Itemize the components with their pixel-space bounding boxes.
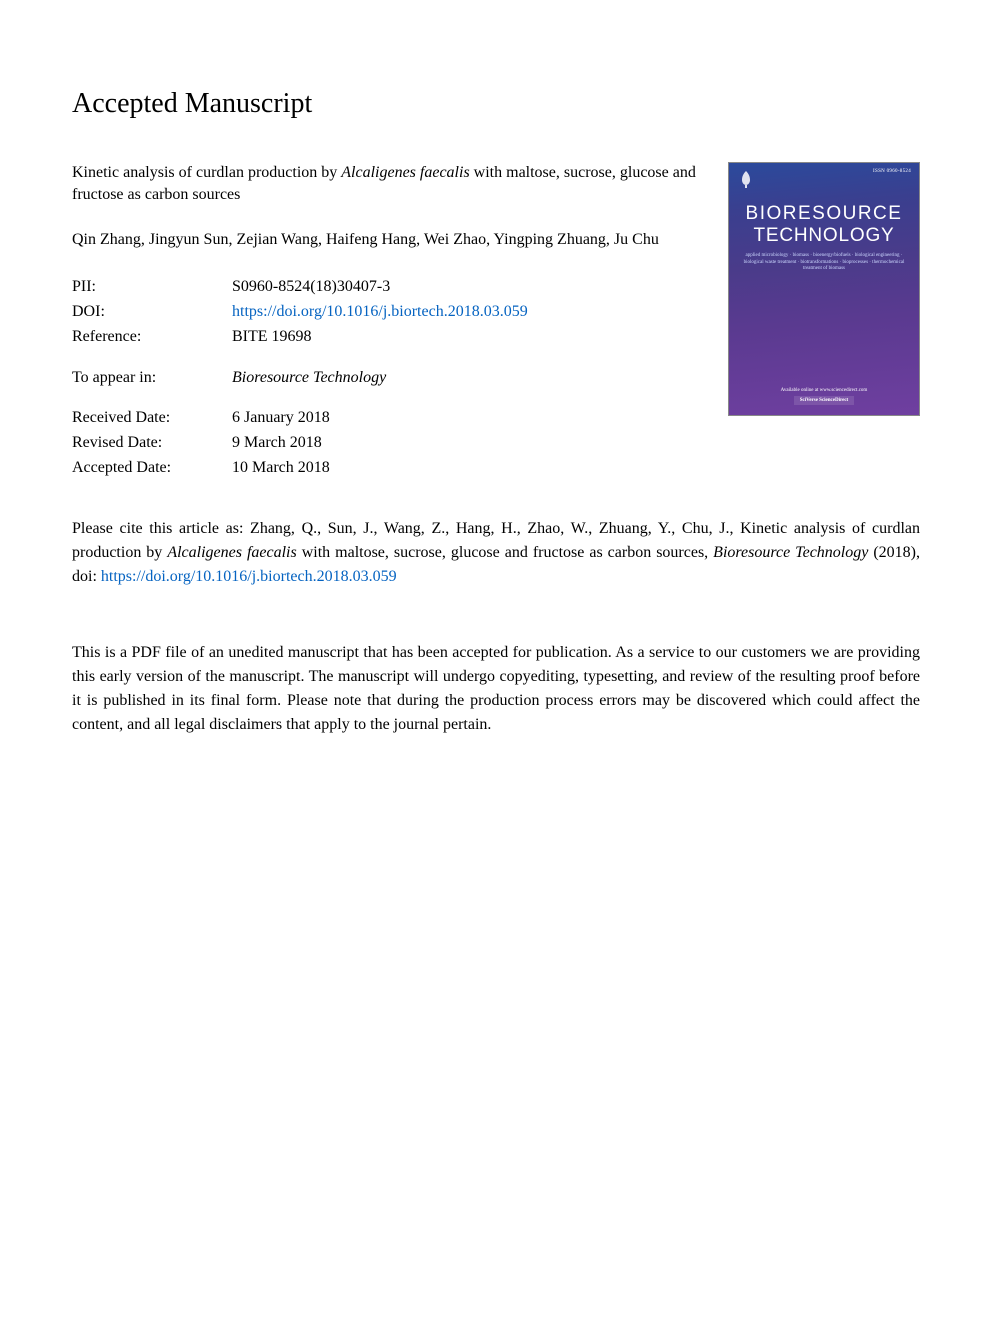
reference-value: BITE 19698 — [232, 325, 312, 350]
meta-row-doi: DOI: https://doi.org/10.1016/j.biortech.… — [72, 300, 704, 325]
cover-title-block: BIORESOURCE TECHNOLOGY applied microbiol… — [729, 203, 919, 273]
meta-row-revised: Revised Date: 9 March 2018 — [72, 431, 704, 456]
citation-doi-link[interactable]: https://doi.org/10.1016/j.biortech.2018.… — [101, 568, 397, 585]
meta-row-appear: To appear in: Bioresource Technology — [72, 366, 704, 391]
accepted-value: 10 March 2018 — [232, 456, 330, 481]
authors-line: Qin Zhang, Jingyun Sun, Zejian Wang, Hai… — [72, 229, 704, 251]
article-title: Kinetic analysis of curdlan production b… — [72, 162, 704, 207]
title-species-italic: Alcaligenes faecalis — [341, 164, 469, 181]
title-pre: Kinetic analysis of curdlan production b… — [72, 164, 341, 181]
cover-subtopics: applied microbiology · biomass · bioener… — [729, 253, 919, 273]
cover-footer: Available online at www.sciencedirect.co… — [729, 387, 919, 405]
left-column: Kinetic analysis of curdlan production b… — [72, 162, 704, 481]
doi-link[interactable]: https://doi.org/10.1016/j.biortech.2018.… — [232, 300, 528, 325]
cover-issn: ISSN 0960-8524 — [873, 169, 911, 174]
cover-title-line1: BIORESOURCE — [729, 203, 919, 225]
meta-row-accepted: Accepted Date: 10 March 2018 — [72, 456, 704, 481]
appear-label: To appear in: — [72, 366, 232, 391]
cover-footer-sciencedirect: SciVerse ScienceDirect — [794, 396, 854, 405]
doi-label: DOI: — [72, 300, 232, 325]
spacer — [72, 350, 704, 366]
received-label: Received Date: — [72, 406, 232, 431]
meta-row-pii: PII: S0960-8524(18)30407-3 — [72, 275, 704, 300]
elsevier-tree-icon — [737, 169, 755, 189]
citation-mid: with maltose, sucrose, glucose and fruct… — [297, 544, 713, 561]
journal-cover-thumbnail: ISSN 0960-8524 BIORESOURCE TECHNOLOGY ap… — [728, 162, 920, 416]
revised-label: Revised Date: — [72, 431, 232, 456]
appear-value: Bioresource Technology — [232, 366, 386, 391]
reference-label: Reference: — [72, 325, 232, 350]
meta-row-reference: Reference: BITE 19698 — [72, 325, 704, 350]
pii-label: PII: — [72, 275, 232, 300]
content-wrap: Kinetic analysis of curdlan production b… — [72, 162, 920, 481]
accepted-manuscript-heading: Accepted Manuscript — [72, 88, 920, 120]
citation-species-italic: Alcaligenes faecalis — [167, 544, 296, 561]
cover-title-line2: TECHNOLOGY — [729, 225, 919, 247]
meta-row-received: Received Date: 6 January 2018 — [72, 406, 704, 431]
cover-footer-line1: Available online at www.sciencedirect.co… — [729, 387, 919, 394]
revised-value: 9 March 2018 — [232, 431, 322, 456]
received-value: 6 January 2018 — [232, 406, 330, 431]
pii-value: S0960-8524(18)30407-3 — [232, 275, 390, 300]
citation-paragraph: Please cite this article as: Zhang, Q., … — [72, 517, 920, 589]
disclaimer-paragraph: This is a PDF file of an unedited manusc… — [72, 641, 920, 737]
citation-journal-italic: Bioresource Technology — [713, 544, 868, 561]
accepted-label: Accepted Date: — [72, 456, 232, 481]
spacer — [72, 390, 704, 406]
